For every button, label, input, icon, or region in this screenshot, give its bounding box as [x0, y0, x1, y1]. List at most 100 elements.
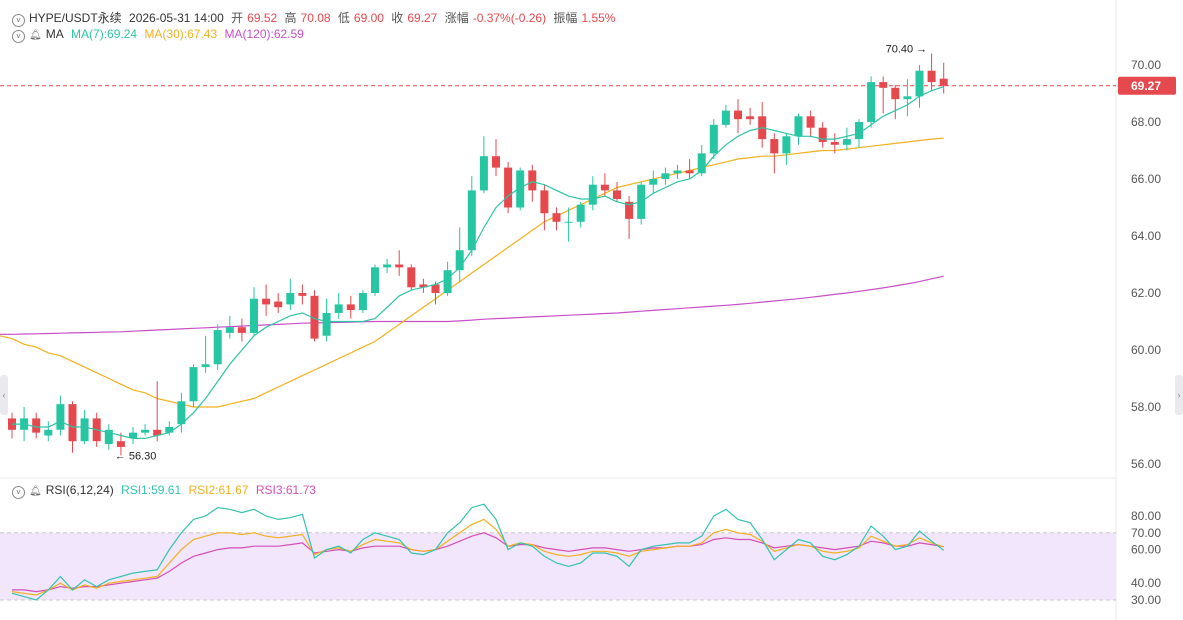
candle-body [32, 418, 41, 433]
last-price-text: 69.27 [1131, 79, 1161, 93]
candle-body [588, 184, 597, 205]
candle-body [794, 116, 803, 137]
ma-collapse-chevron-icon[interactable]: ˅ [12, 30, 25, 43]
candle-body [806, 116, 815, 128]
candle-body [116, 441, 125, 447]
candle-body [213, 330, 222, 365]
symbol-label: HYPE/USDT永续 [29, 11, 122, 25]
rsi-collapse-chevron-icon[interactable]: ˅ [12, 486, 25, 499]
candle-body [141, 429, 150, 433]
candle-body [685, 170, 694, 174]
candle-body [746, 116, 755, 120]
candle-body [613, 190, 621, 199]
candle-body [479, 156, 488, 191]
rsi-tick-label: 40.00 [1131, 576, 1161, 590]
ma-label[interactable]: MA [45, 27, 64, 41]
price-tick-label: 66.00 [1131, 172, 1161, 186]
high-label: 高 [284, 11, 297, 25]
alert-bell-icon[interactable]: 🔔︎ [29, 30, 42, 41]
change-label: 涨幅 [444, 11, 469, 25]
candle-body [298, 293, 307, 296]
candle-body [250, 298, 258, 333]
candle-body [661, 173, 670, 179]
candle-body [68, 404, 77, 442]
candle-body [891, 87, 900, 100]
candle-body [540, 190, 549, 214]
rsi3-value: RSI3:61.73 [255, 483, 316, 497]
candle-body [395, 264, 404, 268]
candle-body [310, 295, 319, 339]
candle-body [262, 298, 271, 305]
candle-body [842, 139, 851, 145]
right-collapse-tab[interactable]: › [1175, 375, 1183, 415]
candle-body [915, 70, 924, 97]
price-tick-label: 58.00 [1131, 400, 1161, 414]
candle-body [322, 312, 331, 336]
candle-body [721, 110, 730, 125]
last-price-tag [1118, 76, 1176, 95]
candle-body [697, 153, 706, 174]
candle-body [237, 327, 246, 333]
candle-body [504, 167, 513, 208]
rsi1-line [11, 503, 945, 601]
datetime-label: 2026-05-31 14:00 [129, 11, 224, 25]
ma7-value: MA(7):69.24 [71, 27, 138, 41]
candle-body [649, 179, 658, 185]
candle-body [431, 284, 440, 293]
rsi-tick-label: 80.00 [1131, 509, 1161, 523]
collapse-chevron-icon[interactable]: ˅ [12, 14, 25, 27]
candle-body [625, 201, 634, 219]
candle-body [879, 82, 888, 88]
candle-body [153, 429, 162, 436]
close-label: 收 [391, 11, 404, 25]
candle-body [80, 418, 89, 442]
left-collapse-tab[interactable]: ‹ [0, 375, 8, 415]
candle-body [903, 96, 912, 100]
candle-body [419, 284, 428, 288]
low-label: 低 [337, 11, 350, 25]
ma120-value: MA(120):62.59 [224, 27, 304, 41]
candle-body [734, 110, 742, 120]
price-tick-label: 70.00 [1131, 58, 1161, 72]
candle-body [830, 141, 839, 145]
candle-body [443, 270, 452, 293]
candle-body [383, 264, 392, 268]
price-tick-label: 56.00 [1131, 457, 1161, 471]
rsi-tick-label: 30.00 [1131, 593, 1161, 607]
rsi2-value: RSI2:61.67 [188, 483, 249, 497]
candle-body [56, 404, 65, 430]
candle-body [927, 70, 936, 83]
rsi-tick-label: 60.00 [1131, 543, 1161, 557]
amplitude-value: 1.55% [581, 11, 616, 25]
candle-body [770, 139, 779, 154]
high-value: 70.08 [300, 11, 331, 25]
rsi-label[interactable]: RSI(6,12,24) [45, 483, 114, 497]
rsi3-line [12, 532, 944, 593]
ma-legend: ˅ 🔔︎ MA MA(7):69.24 MA(30):67.43 MA(120):6… [12, 27, 308, 43]
rsi-alert-bell-icon[interactable]: 🔔︎ [29, 486, 42, 497]
ma120-line [11, 275, 944, 335]
change-value: -0.37%(-0.26) [472, 11, 547, 25]
candle-body [44, 429, 53, 436]
candle-body [939, 78, 948, 86]
candle-body [286, 293, 295, 305]
candle-body [673, 170, 682, 174]
candle-body [516, 170, 525, 208]
ma7-line [12, 86, 944, 439]
rsi-legend: ˅ 🔔︎ RSI(6,12,24) RSI1:59.61 RSI2:61.67 RS… [12, 483, 320, 499]
candle-body [467, 190, 476, 251]
candle-body [189, 367, 198, 402]
candle-body [528, 170, 537, 191]
candle-body [371, 267, 379, 293]
ma30-line-start [0, 335, 13, 340]
candle-body [818, 127, 827, 142]
candle-body [346, 304, 355, 311]
low-annotation: ← 56.30 [115, 450, 157, 462]
rsi1-value: RSI1:59.61 [121, 483, 182, 497]
candle-body [334, 304, 343, 313]
candle-body [274, 301, 283, 308]
candle-body [358, 293, 367, 311]
candle-body [165, 426, 174, 433]
candle-body [104, 429, 113, 445]
